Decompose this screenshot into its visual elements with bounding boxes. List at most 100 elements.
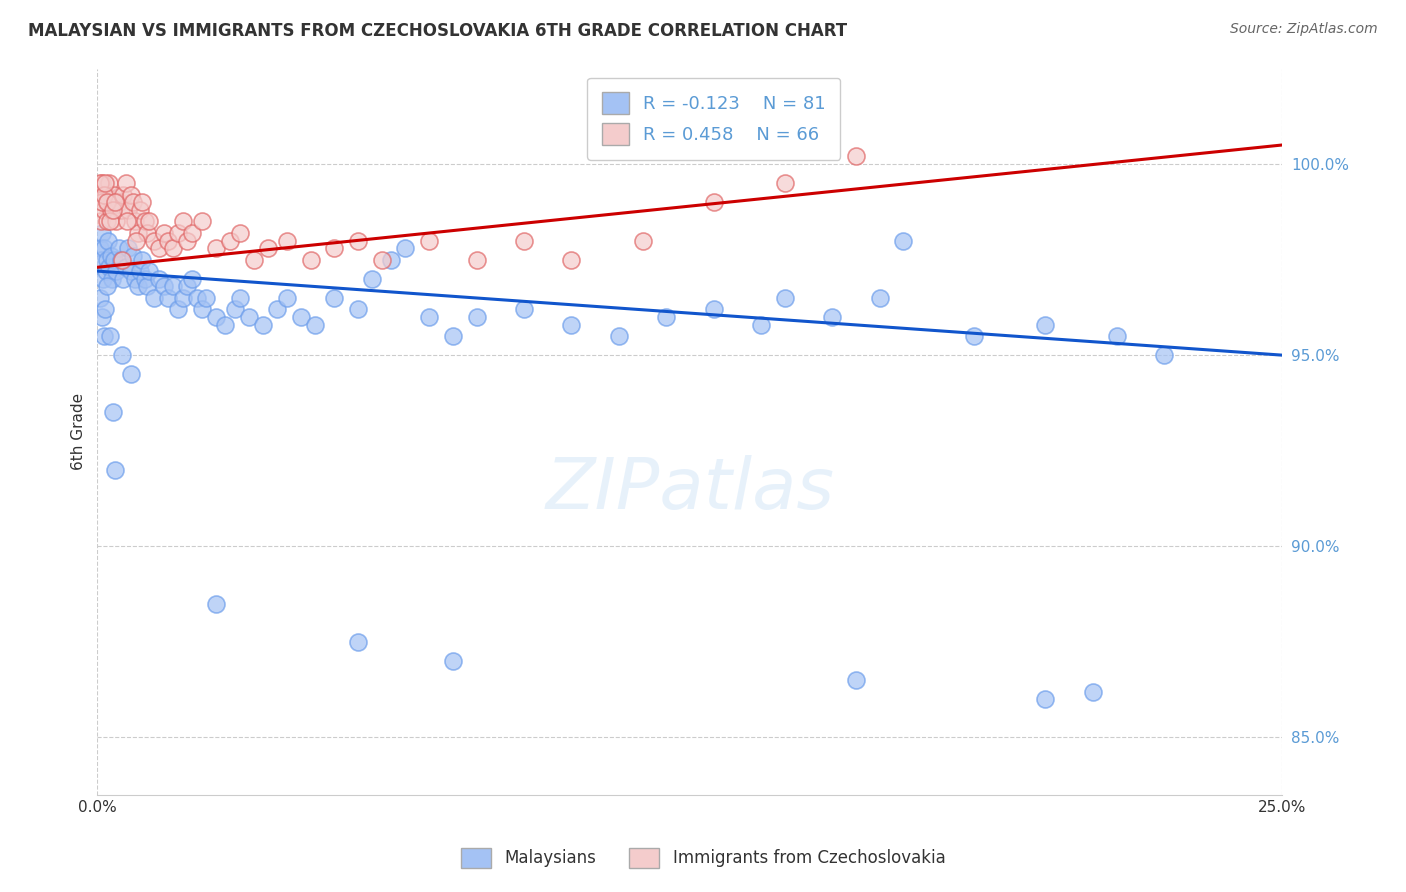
Point — [290, 310, 312, 324]
Point — [89, 241, 111, 255]
Point — [195, 291, 218, 305]
Point — [205, 241, 228, 255]
Point — [93, 241, 115, 255]
Point — [465, 310, 488, 324]
Point — [219, 234, 242, 248]
Point — [127, 279, 149, 293]
Point — [162, 241, 184, 255]
Point — [98, 176, 121, 190]
Legend: R = -0.123    N = 81, R = 0.458    N = 66: R = -0.123 N = 81, R = 0.458 N = 66 — [588, 78, 841, 160]
Point — [243, 252, 266, 267]
Point — [107, 195, 129, 210]
Point — [101, 405, 124, 419]
Point — [181, 271, 204, 285]
Point — [148, 241, 170, 255]
Point — [138, 264, 160, 278]
Point — [176, 234, 198, 248]
Point — [304, 318, 326, 332]
Point — [107, 241, 129, 255]
Point — [110, 202, 132, 217]
Point — [100, 249, 122, 263]
Point — [138, 214, 160, 228]
Point — [186, 291, 208, 305]
Point — [117, 241, 139, 255]
Point — [120, 187, 142, 202]
Point — [97, 195, 120, 210]
Point — [114, 260, 136, 275]
Point — [152, 279, 174, 293]
Point — [172, 291, 194, 305]
Point — [121, 368, 143, 382]
Point — [162, 279, 184, 293]
Point — [631, 234, 654, 248]
Point — [134, 271, 156, 285]
Point — [465, 252, 488, 267]
Point — [101, 202, 124, 217]
Point — [112, 271, 135, 285]
Point — [122, 195, 145, 210]
Point — [127, 226, 149, 240]
Point — [111, 252, 134, 267]
Point — [115, 214, 138, 228]
Point — [122, 249, 145, 263]
Point — [560, 252, 582, 267]
Point — [347, 302, 370, 317]
Point — [361, 271, 384, 285]
Point — [607, 329, 630, 343]
Point — [347, 234, 370, 248]
Point — [148, 271, 170, 285]
Point — [96, 279, 118, 293]
Point — [103, 187, 125, 202]
Point — [224, 302, 246, 317]
Point — [124, 271, 146, 285]
Point — [347, 635, 370, 649]
Point — [96, 252, 118, 267]
Text: Source: ZipAtlas.com: Source: ZipAtlas.com — [1230, 22, 1378, 37]
Point — [513, 234, 536, 248]
Point — [176, 279, 198, 293]
Point — [869, 291, 891, 305]
Point — [93, 187, 115, 202]
Point — [891, 234, 914, 248]
Point — [94, 176, 117, 190]
Point — [143, 291, 166, 305]
Point — [98, 214, 121, 228]
Point — [266, 302, 288, 317]
Point — [105, 214, 128, 228]
Point — [152, 226, 174, 240]
Point — [112, 187, 135, 202]
Point — [380, 252, 402, 267]
Point — [703, 302, 725, 317]
Point — [252, 318, 274, 332]
Point — [1081, 684, 1104, 698]
Point — [90, 214, 112, 228]
Point — [91, 226, 114, 240]
Point — [110, 252, 132, 267]
Point — [845, 673, 868, 687]
Point — [89, 291, 111, 305]
Point — [190, 214, 212, 228]
Point — [821, 310, 844, 324]
Point — [93, 202, 115, 217]
Point — [129, 264, 152, 278]
Point — [441, 329, 464, 343]
Point — [214, 318, 236, 332]
Point — [1035, 692, 1057, 706]
Point — [167, 302, 190, 317]
Point — [299, 252, 322, 267]
Point — [90, 252, 112, 267]
Point — [94, 187, 117, 202]
Point — [276, 234, 298, 248]
Text: MALAYSIAN VS IMMIGRANTS FROM CZECHOSLOVAKIA 6TH GRADE CORRELATION CHART: MALAYSIAN VS IMMIGRANTS FROM CZECHOSLOVA… — [28, 22, 848, 40]
Legend: Malaysians, Immigrants from Czechoslovakia: Malaysians, Immigrants from Czechoslovak… — [454, 841, 952, 875]
Point — [129, 202, 152, 217]
Point — [228, 226, 250, 240]
Point — [100, 271, 122, 285]
Point — [441, 654, 464, 668]
Point — [94, 264, 117, 278]
Point — [93, 329, 115, 343]
Point — [749, 318, 772, 332]
Point — [131, 252, 153, 267]
Point — [104, 195, 127, 210]
Point — [96, 214, 118, 228]
